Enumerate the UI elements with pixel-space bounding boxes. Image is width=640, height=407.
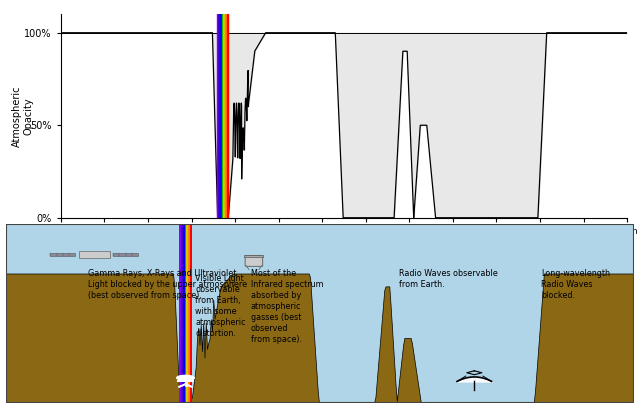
- Bar: [183, 224, 184, 403]
- Bar: [186, 224, 188, 403]
- Text: Gamma Rays, X-Rays and Ultraviolet
Light blocked by the upper atmosphere
(best o: Gamma Rays, X-Rays and Ultraviolet Light…: [88, 269, 247, 300]
- Y-axis label: Atmospheric
Opacity: Atmospheric Opacity: [12, 85, 34, 147]
- Polygon shape: [6, 274, 634, 403]
- Circle shape: [177, 375, 195, 381]
- Bar: [225, 14, 227, 218]
- Bar: [51, 253, 76, 256]
- Bar: [190, 224, 192, 403]
- Bar: [218, 14, 220, 218]
- Text: Most of the
Infrared spectrum
absorbed by
atmospheric
gasses (best
observed
from: Most of the Infrared spectrum absorbed b…: [251, 269, 323, 344]
- Bar: [184, 224, 186, 403]
- FancyBboxPatch shape: [245, 256, 262, 266]
- Text: Long-wavelength
Radio Waves
blocked.: Long-wavelength Radio Waves blocked.: [541, 269, 610, 300]
- Bar: [188, 224, 190, 403]
- X-axis label: Wavelength: Wavelength: [302, 241, 386, 254]
- Bar: [227, 14, 228, 218]
- Bar: [244, 255, 263, 257]
- Bar: [220, 14, 221, 218]
- Text: Visible Light
observable
from Earth,
with some
atmospheric
distortion.: Visible Light observable from Earth, wit…: [195, 274, 246, 339]
- Bar: [221, 14, 223, 218]
- Bar: [113, 253, 138, 256]
- Bar: [79, 251, 110, 258]
- Bar: [223, 14, 225, 218]
- Text: Radio Waves observable
from Earth.: Radio Waves observable from Earth.: [399, 269, 497, 289]
- Bar: [181, 224, 183, 403]
- Bar: [179, 224, 181, 403]
- Bar: [217, 14, 218, 218]
